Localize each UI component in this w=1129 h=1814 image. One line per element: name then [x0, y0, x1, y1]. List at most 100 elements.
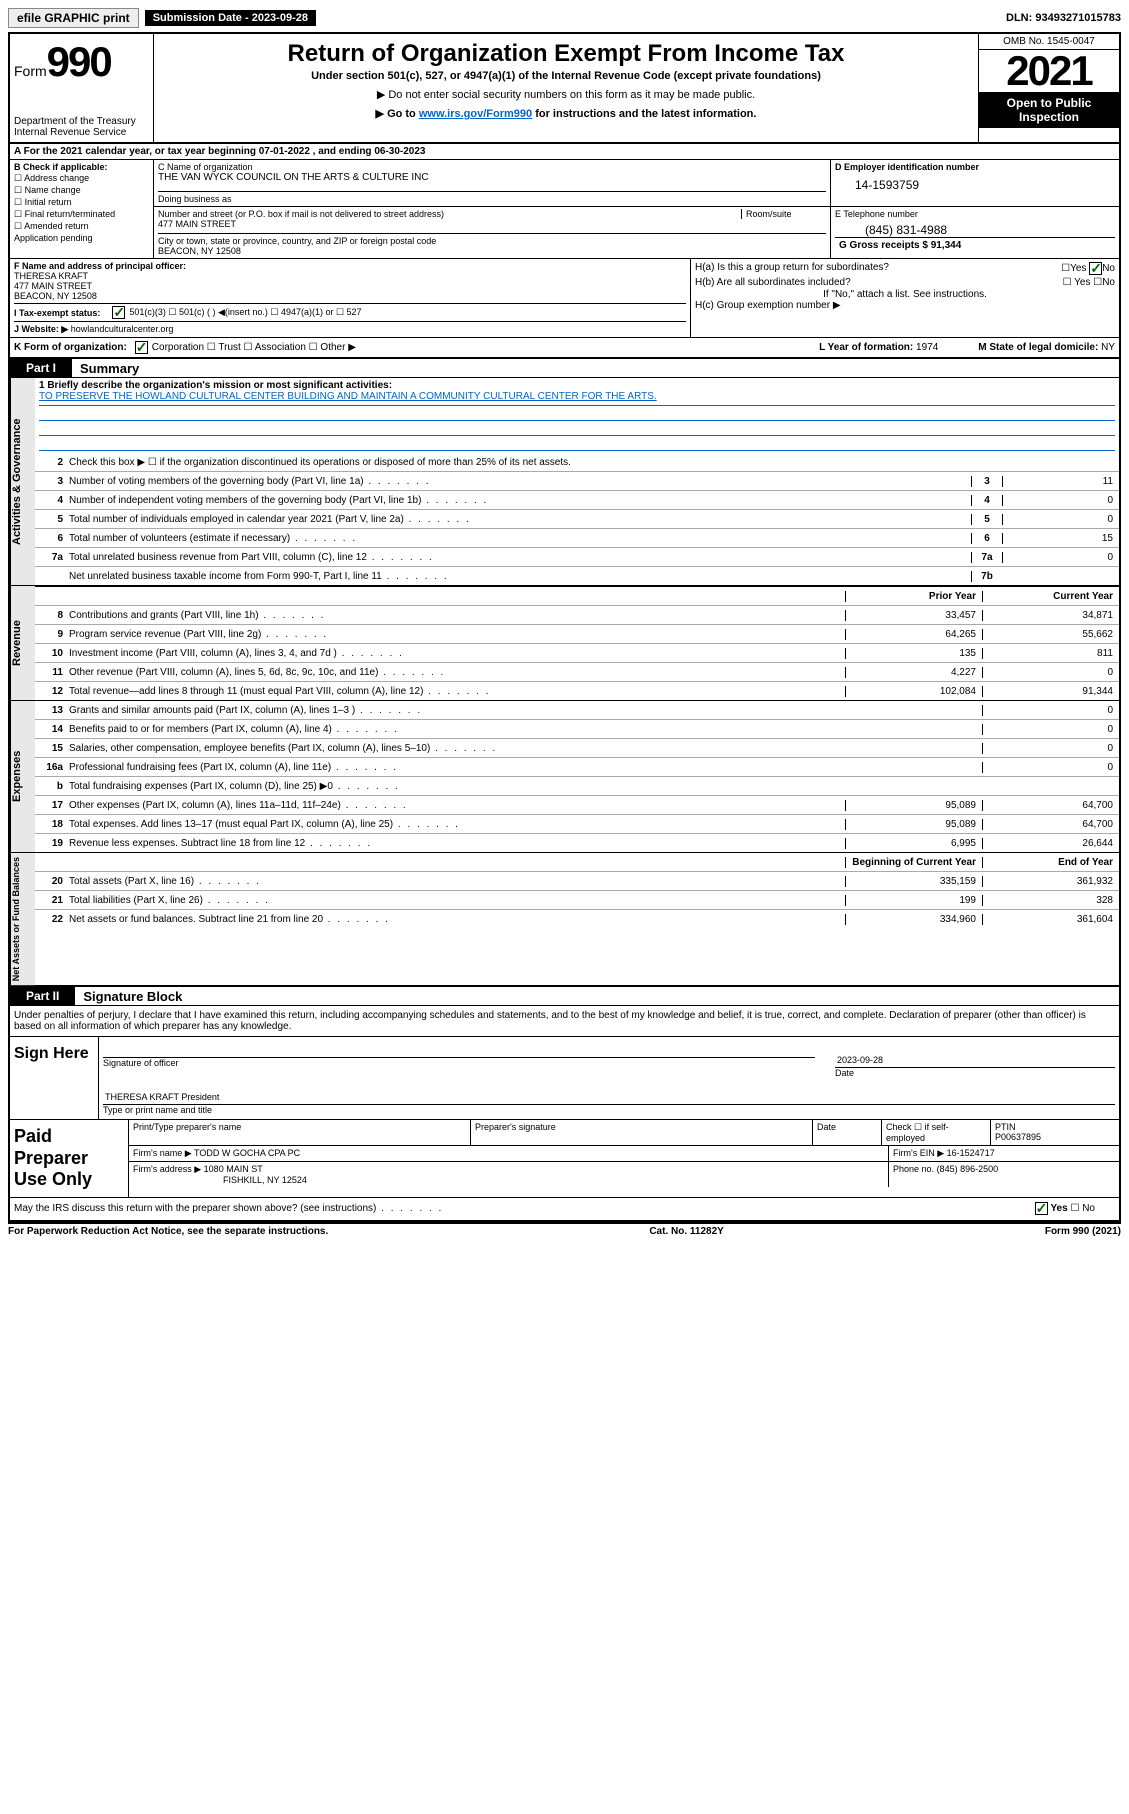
ha-no: No: [1102, 263, 1115, 274]
mission-blank1: [39, 406, 1115, 421]
e-label: E Telephone number: [835, 209, 1115, 219]
j-label: J Website: ▶: [14, 324, 68, 334]
tax-year: 2021: [979, 50, 1119, 92]
chk-corporation[interactable]: [135, 341, 148, 354]
c-name-label: C Name of organization: [158, 162, 826, 172]
prep-selfemp[interactable]: Check ☐ if self-employed: [882, 1120, 991, 1145]
vtab-revenue: Revenue: [10, 586, 35, 700]
submission-date: Submission Date - 2023-09-28: [145, 10, 316, 26]
prep-date-hdr: Date: [813, 1120, 882, 1145]
hb-label: H(b) Are all subordinates included?: [695, 277, 851, 288]
discuss-no[interactable]: ☐ No: [1070, 1204, 1095, 1215]
footer-mid: Cat. No. 11282Y: [649, 1226, 723, 1237]
prep-ptin: PTINP00637895: [991, 1120, 1119, 1145]
section-revenue: Revenue Prior Year Current Year 8Contrib…: [10, 586, 1119, 701]
addr-label: Number and street (or P.O. box if mail i…: [158, 209, 741, 219]
line1-label: 1 Briefly describe the organization's mi…: [39, 380, 1115, 391]
irs-label: Internal Revenue Service: [14, 127, 149, 138]
part1-tab: Part I: [10, 359, 72, 377]
part2-title: Signature Block: [75, 989, 182, 1004]
line2-num: 2: [35, 457, 69, 468]
data-row: 10Investment income (Part VIII, column (…: [35, 644, 1119, 663]
col-b-checkboxes: B Check if applicable: ☐ Address change …: [10, 160, 154, 258]
data-row: 14Benefits paid to or for members (Part …: [35, 720, 1119, 739]
form-subtitle: Under section 501(c), 527, or 4947(a)(1)…: [162, 70, 970, 82]
mission-blank3: [39, 436, 1115, 451]
form-header: Form990 Department of the Treasury Inter…: [10, 34, 1119, 144]
preparer-label: Paid Preparer Use Only: [10, 1120, 128, 1197]
chk-app-pending[interactable]: Application pending: [14, 233, 149, 243]
data-row: 18Total expenses. Add lines 13–17 (must …: [35, 815, 1119, 834]
vtab-expenses: Expenses: [10, 701, 35, 852]
line2-desc: Check this box ▶ ☐ if the organization d…: [69, 455, 1119, 470]
irs-link[interactable]: www.irs.gov/Form990: [419, 108, 532, 120]
vtab-netassets: Net Assets or Fund Balances: [10, 853, 35, 985]
col-begin-year: Beginning of Current Year: [845, 857, 982, 868]
city-value: BEACON, NY 12508: [158, 246, 826, 256]
chk-amended[interactable]: ☐ Amended return: [14, 221, 149, 232]
sig-date-value: 2023-09-28: [835, 1053, 1115, 1068]
row-k: K Form of organization: Corporation ☐ Tr…: [10, 338, 1119, 359]
sign-here-row: Sign Here Signature of officer 2023-09-2…: [10, 1037, 1119, 1120]
city-label: City or town, state or province, country…: [158, 233, 826, 246]
chk-final-return[interactable]: ☐ Final return/terminated: [14, 209, 149, 220]
vtab-governance: Activities & Governance: [10, 378, 35, 585]
phone-value: (845) 831-4988: [835, 219, 1115, 237]
d-block: D Employer identification number 14-1593…: [831, 160, 1119, 206]
mission-blank2: [39, 421, 1115, 436]
ha-label: H(a) Is this a group return for subordin…: [695, 262, 889, 275]
ha-yes[interactable]: ☐Yes: [1061, 263, 1086, 274]
gov-row: 6Total number of volunteers (estimate if…: [35, 529, 1119, 548]
firm-ein: Firm's EIN ▶ 16-1524717: [889, 1146, 1119, 1161]
org-name: THE VAN WYCK COUNCIL ON THE ARTS & CULTU…: [158, 172, 826, 183]
prep-name-hdr: Print/Type preparer's name: [129, 1120, 471, 1145]
form-prefix: Form: [14, 63, 47, 79]
firm-name: Firm's name ▶ TODD W GOCHA CPA PC: [129, 1146, 889, 1161]
rev-hdr-desc: [69, 594, 845, 598]
gov-row: 5Total number of individuals employed in…: [35, 510, 1119, 529]
gov-row: 7aTotal unrelated business revenue from …: [35, 548, 1119, 567]
part2-header: Part II Signature Block: [10, 987, 1119, 1006]
gov-row: 4Number of independent voting members of…: [35, 491, 1119, 510]
k-label: K Form of organization:: [14, 342, 127, 353]
chk-address-change[interactable]: ☐ Address change: [14, 173, 149, 184]
chk-501c3[interactable]: [112, 306, 125, 319]
discuss-yes-chk[interactable]: [1035, 1202, 1048, 1215]
k-opts: Corporation ☐ Trust ☐ Association ☐ Othe…: [152, 342, 356, 353]
data-row: 17Other expenses (Part IX, column (A), l…: [35, 796, 1119, 815]
website-value[interactable]: howlandculturalcenter.org: [71, 324, 174, 334]
form-container: Form990 Department of the Treasury Inter…: [8, 32, 1121, 1224]
sig-officer-label: Signature of officer: [103, 1058, 815, 1068]
form-note2: ▶ Go to www.irs.gov/Form990 for instruct…: [162, 107, 970, 120]
f-block: F Name and address of principal officer:…: [10, 259, 691, 337]
m-label: M State of legal domicile:: [978, 342, 1098, 353]
hb-yesno[interactable]: ☐ Yes ☐No: [1063, 277, 1115, 288]
i-opts: 501(c)(3) ☐ 501(c) ( ) ◀(insert no.) ☐ 4…: [129, 307, 361, 318]
col-prior-year: Prior Year: [845, 591, 982, 602]
hb-note: If "No," attach a list. See instructions…: [695, 289, 1115, 300]
name-block: C Name of organization THE VAN WYCK COUN…: [154, 160, 831, 206]
ha-no-chk[interactable]: [1089, 262, 1102, 275]
col-current-year: Current Year: [982, 591, 1119, 602]
officer-addr1: 477 MAIN STREET: [14, 281, 686, 291]
sign-here-label: Sign Here: [10, 1037, 99, 1119]
data-row: 16aProfessional fundraising fees (Part I…: [35, 758, 1119, 777]
footer-right: Form 990 (2021): [1045, 1226, 1121, 1237]
officer-name: THERESA KRAFT: [14, 271, 686, 281]
i-label: I Tax-exempt status:: [14, 308, 100, 318]
page-footer: For Paperwork Reduction Act Notice, see …: [8, 1224, 1121, 1237]
line1-mission: 1 Briefly describe the organization's mi…: [35, 378, 1119, 453]
footer-left: For Paperwork Reduction Act Notice, see …: [8, 1226, 328, 1237]
d-label: D Employer identification number: [835, 162, 1115, 172]
data-row: 15Salaries, other compensation, employee…: [35, 739, 1119, 758]
data-row: 9Program service revenue (Part VIII, lin…: [35, 625, 1119, 644]
section-expenses: Expenses 13Grants and similar amounts pa…: [10, 701, 1119, 853]
part1-header: Part I Summary: [10, 359, 1119, 378]
section-netassets: Net Assets or Fund Balances Beginning of…: [10, 853, 1119, 987]
street-address: 477 MAIN STREET: [158, 219, 826, 229]
efile-button[interactable]: efile GRAPHIC print: [8, 8, 139, 28]
officer-name-value: THERESA KRAFT President: [103, 1090, 1115, 1105]
chk-name-change[interactable]: ☐ Name change: [14, 185, 149, 196]
chk-initial-return[interactable]: ☐ Initial return: [14, 197, 149, 208]
row-f-h: F Name and address of principal officer:…: [10, 259, 1119, 338]
